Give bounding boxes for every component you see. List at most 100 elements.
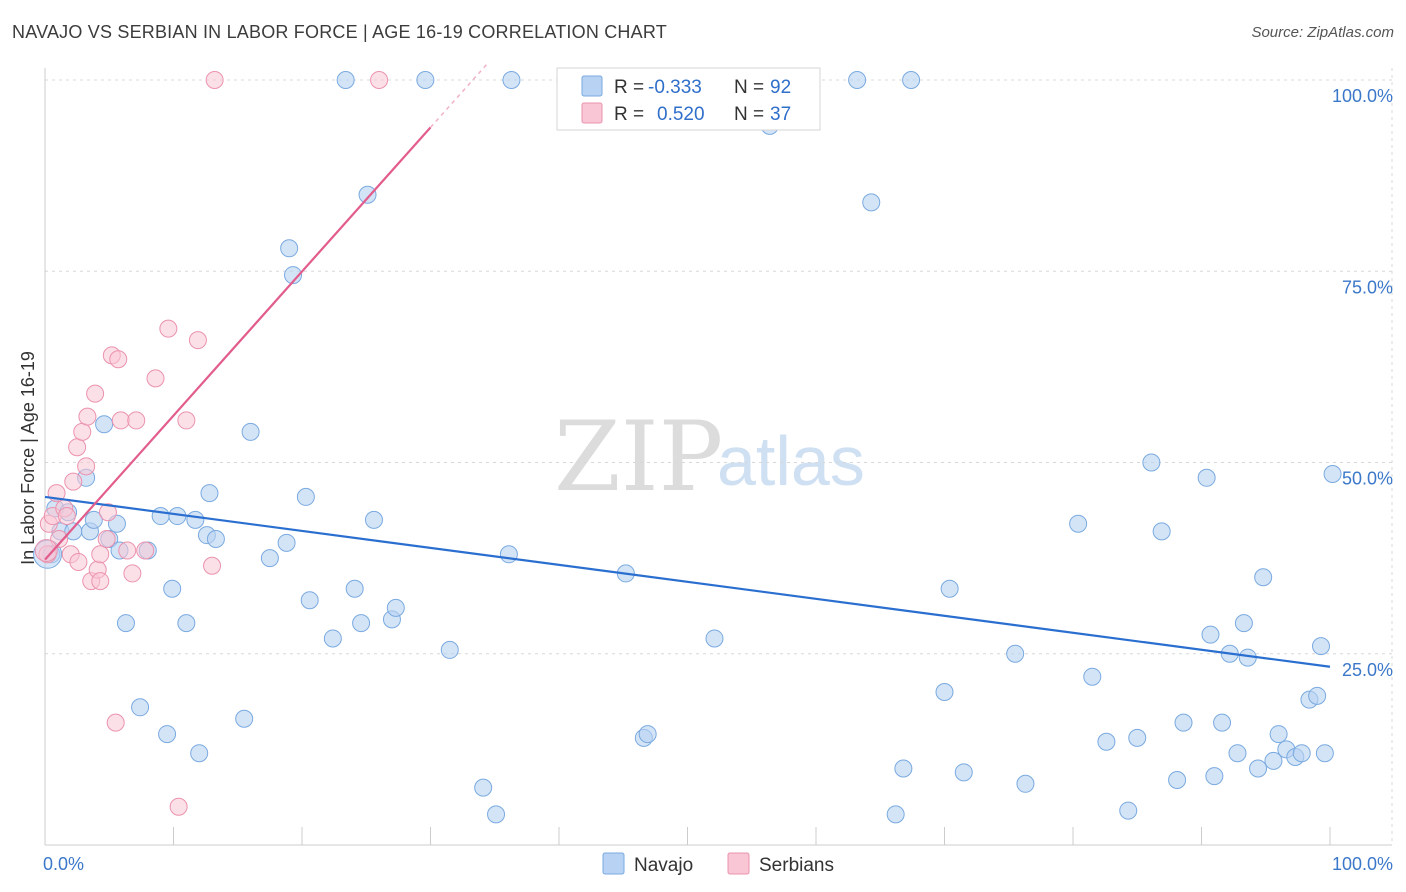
navajo-point bbox=[1205, 767, 1224, 786]
serbian-point bbox=[203, 556, 222, 575]
navajo-point bbox=[1006, 644, 1025, 663]
serbian-n-value: 37 bbox=[770, 104, 791, 125]
navajo-point bbox=[1069, 514, 1088, 533]
serbian-points bbox=[34, 71, 389, 816]
serbian-point bbox=[73, 422, 92, 441]
series-legend: Navajo Serbians bbox=[602, 852, 834, 876]
serbian-point bbox=[188, 331, 207, 350]
x-tick-label-left: 0.0% bbox=[43, 854, 84, 874]
navajo-point bbox=[1168, 770, 1187, 789]
serbian-point bbox=[57, 507, 76, 526]
axes bbox=[44, 68, 1392, 846]
navajo-point bbox=[151, 507, 170, 526]
serbian-point bbox=[169, 797, 188, 816]
navajo-point bbox=[954, 763, 973, 782]
watermark-zip: ZIP bbox=[554, 401, 723, 513]
navajo-point bbox=[163, 579, 182, 598]
navajo-point bbox=[1128, 728, 1147, 747]
navajo-point bbox=[386, 598, 405, 617]
navajo-point bbox=[1228, 744, 1247, 763]
serbian-point bbox=[86, 384, 105, 403]
serbian-point bbox=[91, 545, 110, 564]
navajo-point bbox=[1315, 744, 1334, 763]
serbian-trend-line bbox=[44, 126, 432, 561]
navajo-trend-line bbox=[44, 495, 1331, 668]
serbian-n-label: N = bbox=[734, 104, 764, 125]
legend-navajo-swatch bbox=[602, 852, 625, 875]
chart-title: NAVAJO VS SERBIAN IN LABOR FORCE | AGE 1… bbox=[12, 22, 667, 42]
serbian-point bbox=[123, 564, 142, 583]
navajo-n-label: N = bbox=[734, 77, 764, 98]
navajo-point bbox=[1234, 614, 1253, 633]
navajo-point bbox=[487, 805, 506, 824]
navajo-point bbox=[177, 614, 196, 633]
serbian-point bbox=[205, 71, 224, 89]
navajo-point bbox=[1142, 453, 1161, 472]
legend-serbian-label: Serbians bbox=[759, 855, 834, 876]
serbian-point bbox=[98, 503, 117, 522]
source-label: Source: ZipAtlas.com bbox=[1251, 24, 1394, 41]
navajo-point bbox=[1197, 468, 1216, 487]
navajo-point bbox=[894, 759, 913, 778]
tick-labels: 100.0% 75.0% 50.0% 25.0% 0.0% 100.0% bbox=[43, 86, 1393, 874]
serbian-point bbox=[69, 552, 88, 571]
navajo-point bbox=[186, 510, 205, 529]
navajo-point bbox=[1254, 568, 1273, 587]
navajo-point bbox=[364, 510, 383, 529]
navajo-point bbox=[1174, 713, 1193, 732]
serbian-point bbox=[97, 530, 116, 548]
serbian-r-value: 0.520 bbox=[657, 104, 705, 125]
navajo-point bbox=[848, 71, 867, 89]
x-tick-label-right: 100.0% bbox=[1332, 854, 1393, 874]
navajo-point bbox=[200, 484, 219, 503]
navajo-point bbox=[1097, 732, 1116, 751]
serbian-point bbox=[136, 541, 155, 560]
navajo-point bbox=[1083, 667, 1102, 686]
y-tick-label: 25.0% bbox=[1342, 660, 1393, 680]
navajo-point bbox=[358, 185, 377, 204]
navajo-point bbox=[1323, 464, 1342, 483]
navajo-point bbox=[440, 640, 459, 659]
navajo-point bbox=[862, 193, 881, 212]
serbian-point bbox=[64, 472, 83, 491]
navajo-point bbox=[1201, 625, 1220, 644]
navajo-point bbox=[116, 614, 135, 633]
y-tick-label: 75.0% bbox=[1342, 277, 1393, 297]
navajo-point bbox=[241, 422, 260, 441]
navajo-point bbox=[300, 591, 319, 610]
serbian-point bbox=[370, 71, 389, 89]
navajo-point bbox=[499, 545, 518, 564]
serbian-point-cluster bbox=[34, 538, 58, 562]
serbian-point bbox=[118, 541, 137, 560]
navajo-point bbox=[235, 709, 254, 728]
serbian-point bbox=[68, 438, 87, 457]
navajo-point bbox=[502, 71, 521, 89]
serbian-point bbox=[146, 369, 165, 388]
navajo-point bbox=[1213, 713, 1232, 732]
navajo-point bbox=[84, 510, 103, 529]
serbian-point bbox=[111, 411, 130, 430]
navajo-point bbox=[474, 778, 493, 797]
navajo-point bbox=[886, 805, 905, 824]
navajo-point bbox=[940, 579, 959, 598]
navajo-point bbox=[336, 71, 355, 89]
navajo-point bbox=[95, 415, 114, 434]
serbian-swatch bbox=[581, 102, 603, 124]
navajo-point bbox=[705, 629, 724, 648]
legend-serbian-swatch bbox=[727, 852, 750, 875]
navajo-point bbox=[1264, 751, 1283, 770]
stats-legend: R = -0.333 N = 92 R = 0.520 N = 37 bbox=[556, 67, 821, 131]
navajo-n-value: 92 bbox=[770, 77, 791, 98]
navajo-r-value: -0.333 bbox=[648, 77, 702, 98]
navajo-point bbox=[416, 71, 435, 89]
navajo-point bbox=[280, 239, 299, 258]
navajo-point bbox=[638, 725, 657, 744]
navajo-point bbox=[206, 530, 225, 548]
navajo-point bbox=[1308, 686, 1327, 705]
trend-lines bbox=[44, 64, 1331, 668]
navajo-point bbox=[158, 725, 177, 744]
navajo-point bbox=[1269, 725, 1288, 744]
navajo-point bbox=[296, 487, 315, 506]
navajo-point bbox=[190, 744, 209, 763]
y-tick-label: 100.0% bbox=[1332, 86, 1393, 106]
